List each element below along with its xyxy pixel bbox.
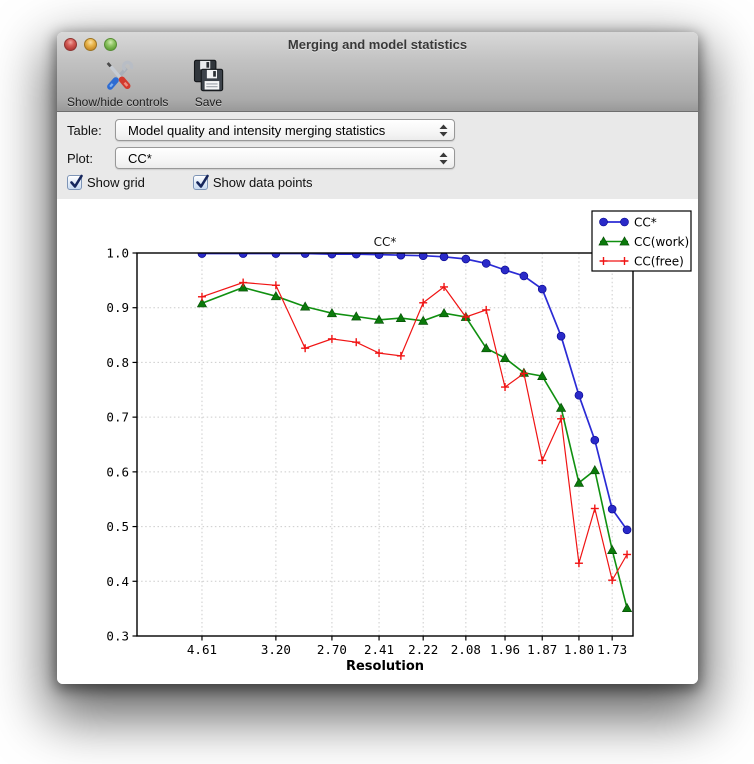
chart-panel: 4.61 3.20 2.70 2.41 2.22 2.08 1.96 1.87 1.80 1.73… (57, 199, 698, 684)
show-data-points-checkbox[interactable]: Show data points (192, 174, 313, 190)
svg-text:0.7: 0.7 (106, 410, 129, 425)
plot-label: Plot: (67, 150, 94, 166)
tools-icon (100, 58, 136, 94)
svg-text:0.4: 0.4 (106, 574, 129, 589)
app-window: Merging and model statistics (57, 32, 698, 684)
plot-select-value: CC* (128, 150, 152, 166)
stepper-arrows-icon (438, 123, 449, 138)
window-chrome: Merging and model statistics (57, 32, 698, 112)
svg-text:3.20: 3.20 (261, 642, 291, 657)
legend: CC* CC(work) CC(free) (591, 210, 692, 272)
stepper-arrows-icon (438, 151, 449, 166)
show-hide-controls-button[interactable]: Show/hide controls (63, 57, 172, 110)
svg-text:0.5: 0.5 (106, 519, 129, 534)
svg-text:1.80: 1.80 (564, 642, 594, 657)
checkbox-box (67, 174, 83, 190)
svg-text:2.22: 2.22 (408, 642, 438, 657)
axis-ticks (132, 252, 613, 641)
chart-title: CC* (374, 235, 397, 249)
axes-frame (136, 252, 634, 637)
svg-text:2.08: 2.08 (451, 642, 481, 657)
series-CC(free) (197, 278, 632, 585)
checkbox-label: Show grid (87, 175, 145, 190)
floppy-disk-icon (190, 58, 226, 94)
table-select-value: Model quality and intensity merging stat… (128, 122, 386, 138)
chart: 4.61 3.20 2.70 2.41 2.22 2.08 1.96 1.87 1.80 1.73… (106, 210, 692, 674)
svg-text:1.73: 1.73 (597, 642, 627, 657)
svg-text:1.96: 1.96 (490, 642, 520, 657)
svg-text:CC(work): CC(work) (634, 235, 689, 249)
svg-text:CC(free): CC(free) (634, 254, 684, 268)
checkbox-label: Show data points (212, 175, 313, 190)
table-label: Table: (67, 122, 102, 138)
svg-text:CC*: CC* (634, 215, 657, 229)
svg-text:2.41: 2.41 (364, 642, 394, 657)
plot-select[interactable]: CC* (115, 147, 455, 169)
svg-text:1.87: 1.87 (527, 642, 557, 657)
titlebar[interactable]: Merging and model statistics (57, 32, 698, 58)
controls-panel: Table: Model quality and intensity mergi… (57, 112, 698, 199)
traffic-lights (64, 38, 117, 51)
show-grid-checkbox[interactable]: Show grid (67, 174, 145, 190)
series-CC(work) (196, 282, 633, 612)
toolbar: Show/hide controls (63, 57, 230, 110)
window-title: Merging and model statistics (287, 37, 468, 52)
svg-text:4.61: 4.61 (187, 642, 217, 657)
svg-text:1.0: 1.0 (106, 246, 129, 261)
close-button[interactable] (64, 38, 77, 51)
axis-tick-labels: 4.61 3.20 2.70 2.41 2.22 2.08 1.96 1.87 1.80 1.73… (106, 246, 627, 658)
x-axis-label: Resolution (346, 659, 424, 674)
svg-text:2.70: 2.70 (317, 642, 347, 657)
svg-text:0.3: 0.3 (106, 629, 129, 644)
minimize-button[interactable] (84, 38, 97, 51)
svg-text:0.9: 0.9 (106, 300, 129, 315)
check-icon (196, 174, 209, 188)
table-select[interactable]: Model quality and intensity merging stat… (115, 119, 455, 141)
check-icon (70, 174, 83, 188)
toolbar-item-label: Show/hide controls (67, 95, 169, 109)
zoom-button[interactable] (104, 38, 117, 51)
svg-text:0.6: 0.6 (106, 464, 129, 479)
save-button[interactable]: Save (186, 57, 230, 110)
svg-text:0.8: 0.8 (106, 355, 129, 370)
checkbox-box (192, 174, 209, 190)
toolbar-item-label: Save (194, 95, 223, 109)
